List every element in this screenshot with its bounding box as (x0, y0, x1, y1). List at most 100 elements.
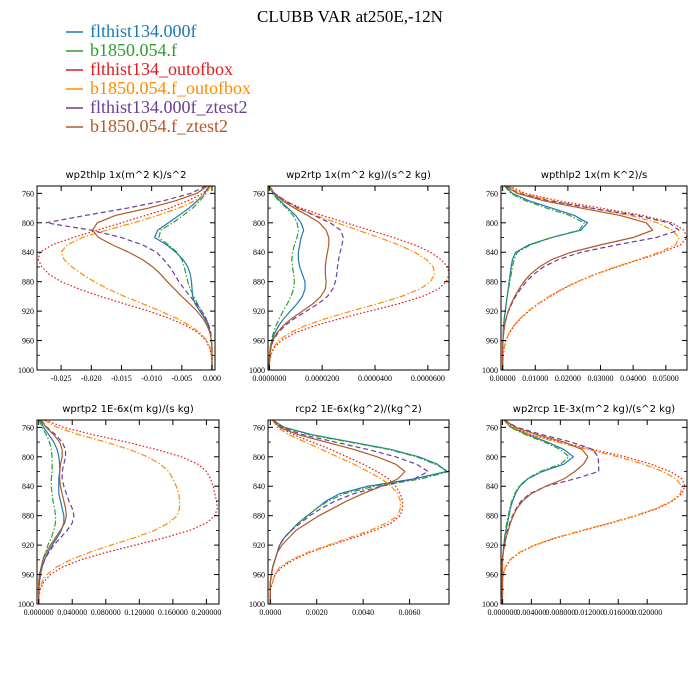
figure-title: CLUBB VAR at250E,-12N (257, 7, 443, 26)
x-tick-label: 0.160000 (158, 608, 188, 617)
panel-title: wp2rtp 1x(m^2 kg)/(s^2 kg) (286, 170, 431, 181)
plot-frame (36, 419, 220, 605)
series-line-4 (269, 420, 401, 604)
plot-frame (500, 419, 688, 605)
y-tick-label: 960 (486, 337, 498, 346)
y-tick-label: 880 (253, 512, 265, 521)
y-tick-label: 760 (253, 423, 265, 432)
series-line-4 (38, 420, 181, 604)
y-tick-label: 920 (486, 541, 498, 550)
panels: wp2thlp 1x(m^2 K)/s^2 760 800 840 880 920 960 1… (18, 170, 688, 617)
y-tick-label: 920 (22, 307, 34, 316)
series-line-1 (38, 420, 65, 604)
x-tick-label: -0.020 (81, 374, 102, 383)
legend: flthist134.000fb1850.054.fflthist134_out… (66, 21, 251, 136)
plot-frame (36, 185, 216, 371)
y-tick-label: 1000 (249, 366, 265, 375)
x-tick-label: 0.03000 (588, 374, 614, 383)
series-line-2 (158, 186, 213, 370)
series-line-6 (502, 186, 654, 370)
x-tick-label: 0.008000 (545, 608, 575, 617)
series-line-1 (268, 186, 306, 370)
y-tick-label: 800 (486, 219, 498, 228)
series-group (502, 186, 687, 370)
x-tick-label: 0.000000 (24, 608, 54, 617)
x-tick-label: 0.000000 (487, 608, 517, 617)
series-group (501, 420, 686, 604)
y-tick-label: 920 (486, 307, 498, 316)
series-line-2 (38, 420, 57, 604)
y-tick-label: 760 (486, 189, 498, 198)
x-tick-label: 0.0000600 (411, 374, 445, 383)
series-line-4 (60, 186, 213, 370)
plot-frame (267, 185, 450, 371)
y-tick-label: 760 (486, 423, 498, 432)
x-tick-label: 0.0060 (399, 608, 421, 617)
series-line-4 (502, 186, 680, 370)
plot-frame (500, 185, 688, 371)
y-tick-label: 760 (253, 189, 265, 198)
y-tick-label: 1000 (18, 600, 34, 609)
series-line-4 (268, 186, 436, 370)
y-tick-label: 840 (253, 248, 265, 257)
x-tick-label: 0.120000 (124, 608, 154, 617)
x-tick-label: 0.0020 (306, 608, 328, 617)
y-tick-label: 840 (486, 482, 498, 491)
y-tick-label: 800 (253, 219, 265, 228)
x-tick-label: 0.020000 (632, 608, 662, 617)
y-tick-label: 880 (486, 512, 498, 521)
y-tick-label: 800 (22, 453, 34, 462)
x-tick-label: 0.0000400 (358, 374, 392, 383)
y-tick-label: 960 (253, 571, 265, 580)
panel-title: wp2thlp 1x(m^2 K)/s^2 (65, 170, 186, 181)
series-line-3 (501, 420, 686, 604)
y-tick-label: 920 (253, 307, 265, 316)
x-tick-label: 0.004000 (516, 608, 546, 617)
series-line-6 (38, 420, 67, 604)
panel-1: wp2thlp 1x(m^2 K)/s^2 760 800 840 880 920 960 1… (18, 170, 221, 383)
x-tick-label: 0.000 (203, 374, 221, 383)
series-line-6 (91, 186, 213, 370)
panel-title: rcp2 1E-6x(kg^2)/(kg^2) (295, 404, 422, 415)
panel-3: wpthlp2 1x(m K^2)/s 760 800 840 880 920 960 100… (482, 170, 688, 383)
legend-label: b1850.054.f_ztest2 (90, 116, 228, 136)
x-tick-label: 0.200000 (191, 608, 221, 617)
panel-2: wp2rtp 1x(m^2 kg)/(s^2 kg) 760 800 840 880 92… (249, 170, 450, 383)
x-tick-label: 0.0000000 (252, 374, 286, 383)
series-line-6 (268, 186, 330, 370)
series-line-2 (502, 186, 585, 370)
legend-label: flthist134.000f_ztest2 (90, 97, 247, 117)
series-line-6 (501, 420, 589, 604)
series-line-2 (268, 186, 299, 370)
y-tick-label: 840 (22, 482, 34, 491)
y-tick-label: 880 (486, 278, 498, 287)
y-tick-label: 960 (22, 337, 34, 346)
y-tick-label: 960 (22, 571, 34, 580)
panel-4: wprtp2 1E-6x(m kg)/(s kg) 760 800 840 880 920… (18, 404, 221, 617)
panel-6: wp2rcp 1E-3x(m^2 kg)/(s^2 kg) 760 800 840 88… (482, 404, 688, 617)
series-line-3 (38, 420, 218, 604)
series-line-3 (268, 186, 449, 370)
panel-title: wprtp2 1E-6x(m kg)/(s kg) (62, 404, 194, 415)
y-tick-label: 800 (253, 453, 265, 462)
legend-label: flthist134_outofbox (90, 59, 233, 79)
panel-title: wpthlp2 1x(m K^2)/s (541, 170, 647, 181)
y-tick-label: 960 (486, 571, 498, 580)
series-line-3 (37, 186, 213, 370)
y-tick-label: 920 (253, 541, 265, 550)
x-tick-label: 0.016000 (603, 608, 633, 617)
x-tick-label: -0.015 (111, 374, 132, 383)
series-line-1 (501, 420, 574, 604)
y-tick-label: 800 (486, 453, 498, 462)
panel-title: wp2rcp 1E-3x(m^2 kg)/(s^2 kg) (513, 404, 676, 415)
series-group (37, 186, 213, 370)
y-tick-label: 1000 (482, 600, 498, 609)
legend-label: flthist134.000f (90, 21, 197, 41)
y-tick-label: 1000 (18, 366, 34, 375)
series-line-5 (268, 186, 344, 370)
series-line-5 (501, 420, 600, 604)
y-tick-label: 840 (253, 482, 265, 491)
y-tick-label: 760 (22, 189, 34, 198)
x-tick-label: 0.02000 (555, 374, 581, 383)
